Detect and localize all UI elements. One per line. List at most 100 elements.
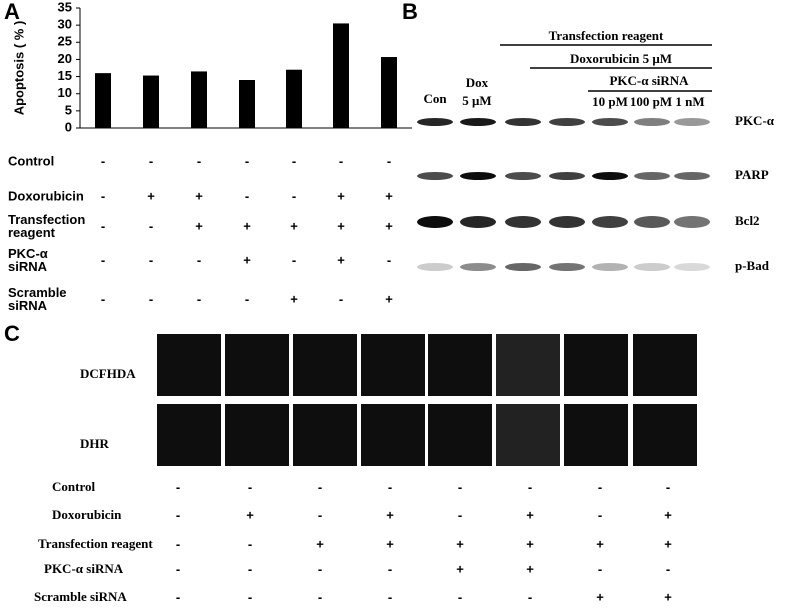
cell: - bbox=[197, 291, 201, 306]
lane-label: 5 μM bbox=[462, 93, 491, 108]
band bbox=[417, 216, 453, 228]
y-tick-label: 10 bbox=[58, 85, 72, 100]
band bbox=[674, 216, 710, 228]
cell: - bbox=[197, 153, 201, 168]
cell: + bbox=[290, 218, 298, 233]
band bbox=[417, 172, 453, 180]
row-label: siRNA bbox=[8, 259, 48, 274]
cell: + bbox=[386, 507, 394, 522]
cell: + bbox=[246, 507, 254, 522]
band bbox=[460, 172, 496, 180]
cell: + bbox=[195, 218, 203, 233]
micrograph bbox=[361, 334, 425, 396]
band bbox=[417, 118, 453, 126]
micrograph bbox=[564, 334, 628, 396]
band bbox=[549, 172, 585, 180]
micrograph bbox=[157, 334, 221, 396]
row-label: Transfection bbox=[8, 212, 85, 227]
band bbox=[505, 172, 541, 180]
bar bbox=[191, 71, 207, 128]
bar bbox=[143, 75, 159, 128]
band bbox=[634, 263, 670, 271]
cell: - bbox=[101, 218, 105, 233]
micrograph bbox=[293, 404, 357, 466]
cell: - bbox=[101, 291, 105, 306]
cell: - bbox=[245, 153, 249, 168]
cell: + bbox=[195, 188, 203, 203]
cell: + bbox=[596, 536, 604, 551]
row-label: reagent bbox=[8, 225, 56, 240]
y-tick-label: 5 bbox=[65, 102, 72, 117]
bar bbox=[239, 80, 255, 128]
protein-label: Bcl2 bbox=[735, 213, 760, 228]
cell: + bbox=[664, 589, 672, 604]
cell: - bbox=[176, 507, 180, 522]
band bbox=[460, 263, 496, 271]
band bbox=[592, 118, 628, 126]
band bbox=[417, 263, 453, 271]
micrograph bbox=[428, 334, 492, 396]
cell: - bbox=[101, 153, 105, 168]
cell: - bbox=[149, 218, 153, 233]
protein-label: PARP bbox=[735, 167, 769, 182]
stain-label: DHR bbox=[80, 436, 110, 451]
micrograph bbox=[225, 404, 289, 466]
cell: - bbox=[292, 188, 296, 203]
row-label: siRNA bbox=[8, 298, 48, 313]
protein-label: p-Bad bbox=[735, 258, 770, 273]
cell: - bbox=[149, 252, 153, 267]
cell: - bbox=[388, 589, 392, 604]
micrograph bbox=[361, 404, 425, 466]
header: PKC-α siRNA bbox=[609, 73, 689, 88]
micrograph bbox=[496, 404, 560, 466]
row-label: Doxorubicin bbox=[52, 507, 122, 522]
cell: - bbox=[318, 507, 322, 522]
cell: + bbox=[243, 252, 251, 267]
row-label: PKC-α siRNA bbox=[44, 561, 124, 576]
row-label: Scramble siRNA bbox=[34, 589, 127, 604]
y-tick-label: 30 bbox=[58, 17, 72, 32]
cell: + bbox=[316, 536, 324, 551]
protein-label: PKC-α bbox=[735, 113, 775, 128]
header: Doxorubicin 5 μM bbox=[570, 51, 672, 66]
bar bbox=[95, 73, 111, 128]
band bbox=[592, 172, 628, 180]
micrograph bbox=[428, 404, 492, 466]
cell: - bbox=[248, 561, 252, 576]
band bbox=[592, 216, 628, 228]
cell: + bbox=[337, 218, 345, 233]
cell: - bbox=[598, 507, 602, 522]
cell: - bbox=[458, 589, 462, 604]
cell: - bbox=[248, 589, 252, 604]
cell: + bbox=[526, 536, 534, 551]
band bbox=[505, 216, 541, 228]
row-label: PKC-α bbox=[8, 246, 48, 261]
cell: + bbox=[147, 188, 155, 203]
band bbox=[549, 263, 585, 271]
micrograph bbox=[157, 404, 221, 466]
lane-label: 100 pM bbox=[630, 94, 672, 109]
cell: - bbox=[248, 536, 252, 551]
panel-label: B bbox=[402, 0, 418, 24]
cell: - bbox=[458, 479, 462, 494]
cell: + bbox=[385, 218, 393, 233]
cell: + bbox=[290, 291, 298, 306]
band bbox=[505, 118, 541, 126]
y-axis-label: Apoptosis ( % ) bbox=[11, 21, 26, 116]
cell: - bbox=[176, 561, 180, 576]
bar bbox=[333, 23, 349, 128]
cell: - bbox=[292, 252, 296, 267]
band bbox=[634, 118, 670, 126]
band bbox=[549, 216, 585, 228]
cell: - bbox=[528, 479, 532, 494]
cell: + bbox=[664, 536, 672, 551]
cell: + bbox=[337, 252, 345, 267]
cell: + bbox=[386, 536, 394, 551]
band bbox=[460, 216, 496, 228]
micrograph bbox=[633, 334, 697, 396]
cell: - bbox=[388, 479, 392, 494]
lane-label: Con bbox=[423, 91, 447, 106]
band bbox=[674, 172, 710, 180]
cell: + bbox=[385, 291, 393, 306]
